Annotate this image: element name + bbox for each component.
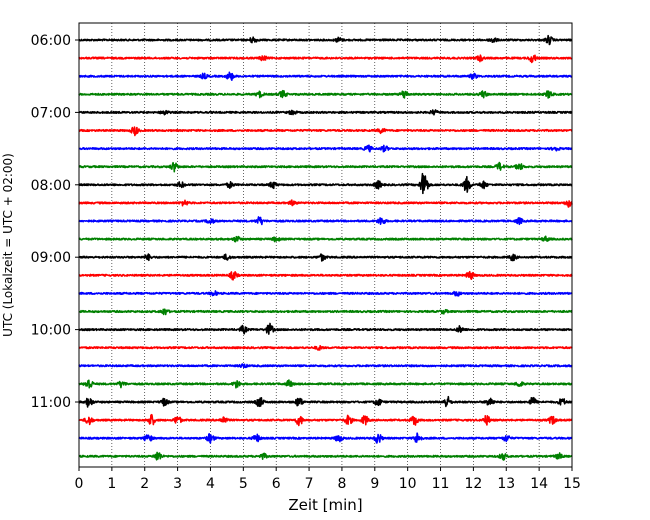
x-tick-label: 12 [464, 476, 482, 492]
trace-line [78, 54, 573, 64]
y-tick-label: 09:00 [31, 250, 71, 266]
x-tick-label: 11 [432, 476, 450, 492]
trace-line [78, 322, 573, 335]
trace-line [78, 363, 573, 369]
x-tick-label: 2 [140, 476, 149, 492]
x-tick-label: 8 [337, 476, 346, 492]
x-tick-label: 1 [107, 476, 116, 492]
grid [111, 23, 540, 467]
trace-line [78, 109, 573, 116]
x-axis-label: Zeit [min] [288, 496, 362, 514]
trace-line [78, 126, 573, 137]
trace-line [78, 308, 573, 316]
traces [78, 34, 573, 461]
x-tick-label: 3 [173, 476, 182, 492]
trace-line [78, 89, 573, 99]
y-axis: 06:00 07:00 08:00 09:00 10:00 11:00 [31, 33, 79, 411]
y-tick-label: 11:00 [31, 395, 71, 411]
x-tick-label: 4 [206, 476, 215, 492]
y-tick-label: 06:00 [31, 33, 71, 49]
trace-line [78, 199, 573, 208]
x-tick-label: 14 [530, 476, 548, 492]
trace-line [78, 253, 573, 262]
trace-line [78, 34, 573, 46]
x-axis: 0 1 2 3 4 5 6 7 8 9 10 11 12 13 14 15 [75, 467, 581, 492]
x-tick-label: 10 [399, 476, 417, 492]
trace-line [78, 290, 573, 297]
trace-line [78, 413, 573, 427]
x-tick-label: 13 [497, 476, 515, 492]
trace-line [78, 379, 573, 389]
x-tick-label: 6 [272, 476, 281, 492]
y-tick-label: 08:00 [31, 178, 71, 194]
trace-line [78, 172, 573, 195]
trace-line [78, 216, 573, 226]
x-tick-label: 15 [563, 476, 581, 492]
x-tick-label: 5 [239, 476, 248, 492]
y-tick-label: 07:00 [31, 105, 71, 121]
x-tick-label: 9 [370, 476, 379, 492]
trace-line [78, 144, 573, 153]
y-axis-label: UTC (Lokalzeit = UTC + 02:00) [1, 153, 15, 337]
y-tick-label: 10:00 [31, 323, 71, 339]
x-tick-label: 0 [75, 476, 84, 492]
trace-line [78, 451, 573, 461]
trace-line [78, 395, 573, 408]
trace-line [78, 71, 573, 81]
plot-frame [78, 22, 573, 468]
trace-line [78, 270, 573, 281]
trace-line [78, 161, 573, 173]
trace-line [78, 432, 573, 444]
x-tick-label: 7 [305, 476, 314, 492]
trace-line [78, 344, 573, 351]
plot-background [79, 23, 572, 467]
trace-line [78, 235, 573, 243]
